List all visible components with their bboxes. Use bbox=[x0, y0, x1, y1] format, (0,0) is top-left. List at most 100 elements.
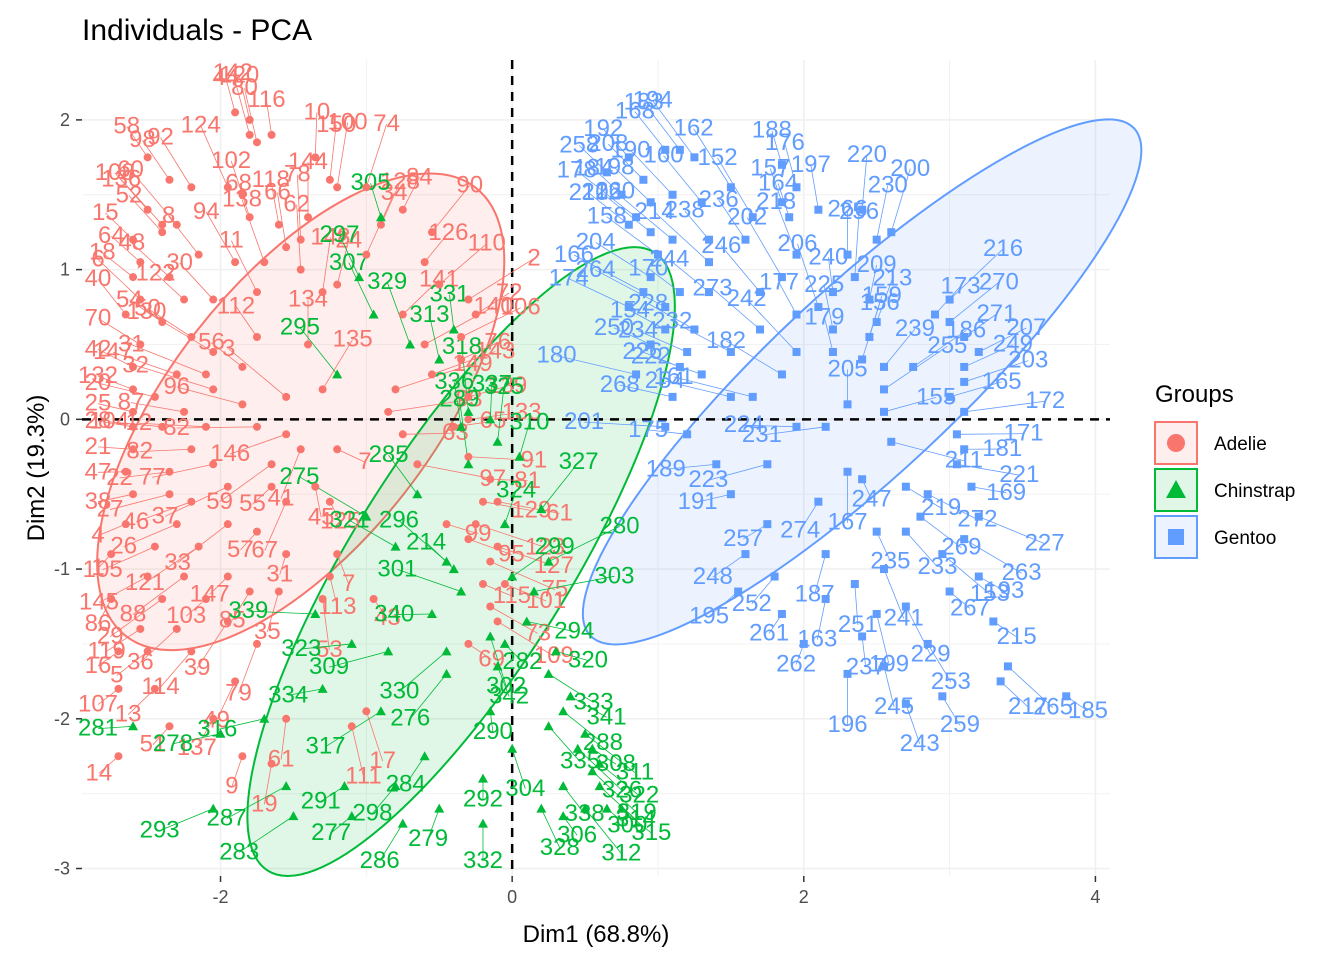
point-adelie bbox=[486, 557, 495, 566]
point-adelie bbox=[150, 392, 159, 401]
leader-line bbox=[468, 643, 492, 660]
leader-line bbox=[112, 351, 177, 375]
point-gentoo bbox=[748, 213, 757, 222]
point-label: 325 bbox=[484, 373, 524, 400]
leader-line bbox=[526, 621, 575, 632]
leader-line bbox=[388, 454, 418, 495]
point-label: 80 bbox=[231, 74, 258, 101]
point-label: 307 bbox=[329, 249, 369, 276]
leader-line bbox=[890, 168, 911, 233]
leader-line bbox=[97, 725, 134, 730]
point-adelie bbox=[180, 572, 189, 581]
point-label: 304 bbox=[505, 775, 545, 802]
leader-line bbox=[132, 576, 185, 615]
point-label: 257 bbox=[723, 525, 763, 552]
point-label: 208 bbox=[588, 130, 628, 157]
point-label: 164 bbox=[758, 169, 798, 196]
point-label: 7 bbox=[358, 448, 371, 475]
point-gentoo bbox=[726, 392, 735, 401]
point-chinstrap bbox=[441, 556, 452, 566]
point-label: 243 bbox=[900, 730, 940, 757]
y-tick-label: -2 bbox=[54, 709, 70, 729]
point-label: 297 bbox=[319, 221, 359, 248]
leader-line bbox=[769, 168, 783, 203]
leader-line bbox=[380, 182, 401, 225]
leader-line bbox=[270, 180, 280, 225]
point-label: 341 bbox=[587, 703, 627, 730]
point-label: 128 bbox=[380, 168, 420, 195]
leader-line bbox=[280, 449, 302, 499]
leader-line bbox=[725, 340, 783, 375]
y-tick-label: -3 bbox=[54, 859, 70, 879]
point-chinstrap bbox=[390, 541, 401, 551]
point-adelie bbox=[158, 228, 167, 237]
point-label: 217 bbox=[1008, 693, 1048, 720]
leader-line bbox=[1007, 666, 1054, 708]
point-label: 22 bbox=[106, 464, 133, 491]
point-label: 284 bbox=[386, 771, 426, 798]
point-chinstrap bbox=[543, 721, 554, 731]
leader-line bbox=[131, 344, 207, 375]
leader-line bbox=[155, 273, 185, 300]
point-label: 285 bbox=[369, 441, 409, 468]
point-label: 44 bbox=[212, 64, 239, 91]
point-label: 133 bbox=[502, 398, 542, 425]
point-label: 72 bbox=[496, 279, 523, 306]
point-label: 176 bbox=[765, 129, 805, 156]
point-gentoo bbox=[741, 550, 750, 559]
leader-line bbox=[784, 143, 797, 188]
point-adelie bbox=[464, 295, 473, 304]
point-chinstrap bbox=[580, 728, 591, 738]
leader-line bbox=[144, 546, 199, 584]
leader-line bbox=[196, 621, 229, 669]
point-label: 162 bbox=[674, 115, 714, 142]
point-label: 163 bbox=[797, 626, 837, 653]
point-label: 261 bbox=[749, 619, 789, 646]
leader-line bbox=[548, 726, 581, 762]
point-label: 293 bbox=[140, 817, 180, 844]
point-adelie bbox=[231, 108, 240, 117]
point-label: 339 bbox=[228, 597, 268, 624]
point-label: 320 bbox=[568, 646, 608, 673]
point-label: 149 bbox=[453, 350, 493, 377]
point-adelie bbox=[471, 310, 480, 319]
point-label: 100 bbox=[328, 109, 368, 136]
point-adelie bbox=[296, 445, 305, 454]
point-adelie bbox=[121, 310, 130, 319]
point-adelie bbox=[245, 115, 254, 124]
leader-line bbox=[883, 568, 905, 619]
leader-line bbox=[592, 770, 637, 814]
leader-line bbox=[827, 257, 834, 293]
point-gentoo bbox=[792, 422, 801, 431]
point-adelie bbox=[172, 220, 181, 229]
leader-line bbox=[176, 386, 243, 405]
legend-label: Gentoo bbox=[1214, 528, 1276, 549]
point-chinstrap bbox=[499, 519, 510, 529]
point-adelie bbox=[398, 310, 407, 319]
leader-line bbox=[130, 169, 178, 225]
point-gentoo bbox=[989, 617, 998, 626]
point-label: 220 bbox=[847, 141, 887, 168]
point-label: 289 bbox=[439, 386, 479, 413]
leader-line bbox=[97, 493, 134, 503]
point-label: 102 bbox=[211, 147, 251, 174]
leader-line bbox=[328, 651, 389, 668]
point-label: 210 bbox=[569, 179, 609, 206]
leader-line bbox=[232, 72, 251, 135]
point-label: 132 bbox=[78, 362, 118, 389]
point-label: 62 bbox=[283, 191, 310, 218]
point-chinstrap bbox=[536, 803, 547, 813]
point-adelie bbox=[129, 385, 138, 394]
leader-line bbox=[152, 726, 170, 745]
point-chinstrap bbox=[514, 451, 525, 461]
leader-line bbox=[97, 382, 156, 398]
point-adelie bbox=[464, 415, 473, 424]
point-adelie bbox=[194, 250, 203, 259]
point-label: 106 bbox=[501, 294, 541, 321]
point-label: 68 bbox=[225, 169, 252, 196]
leader-line bbox=[424, 232, 449, 263]
leader-line bbox=[140, 628, 178, 663]
point-adelie bbox=[201, 422, 210, 431]
leader-line bbox=[599, 763, 640, 796]
legend-item-gentoo: Gentoo bbox=[1154, 515, 1276, 559]
